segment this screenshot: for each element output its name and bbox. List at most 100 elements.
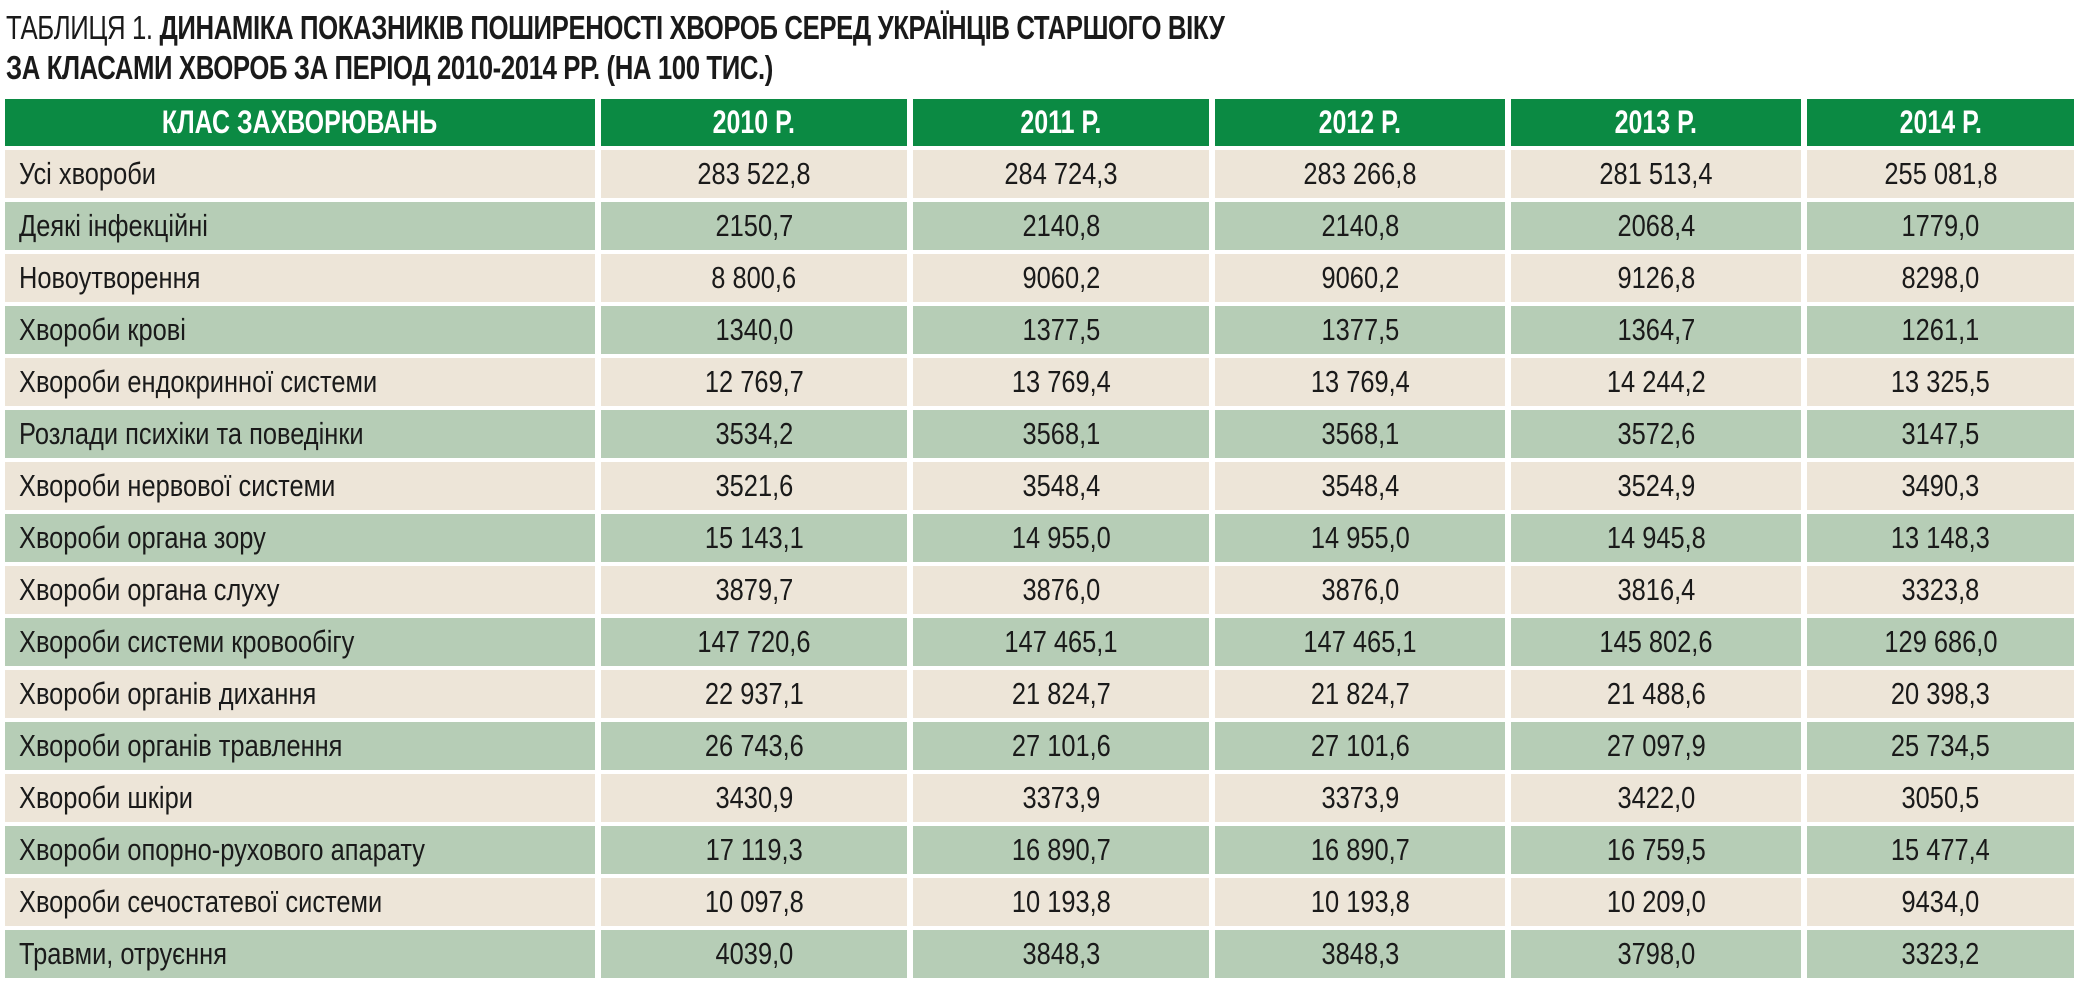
prevalence-value: 10 209,0 [1606,884,1706,919]
column-header-class: КЛАС ЗАХВОРЮВАНЬ [5,99,595,146]
value-cell: 255 081,8 [1807,150,2074,198]
prevalence-value: 1340,0 [715,312,793,347]
prevalence-value: 283 266,8 [1303,156,1417,191]
column-header-label: 2013 Р. [1614,104,1698,140]
prevalence-value: 2140,8 [1321,208,1399,243]
value-cell: 3568,1 [913,410,1209,458]
prevalence-value: 10 193,8 [1310,884,1410,919]
value-cell: 13 325,5 [1807,358,2074,406]
value-cell: 9434,0 [1807,878,2074,926]
column-header-year: 2012 Р. [1215,99,1505,146]
disease-class-label: Хвороби органа зору [19,520,266,555]
table-row: Травми, отруєння 4039,0 3848,3 3848,3 3798,0… [5,930,2074,978]
prevalence-value: 3879,7 [715,572,793,607]
prevalence-value: 1364,7 [1617,312,1695,347]
value-cell: 3147,5 [1807,410,2074,458]
value-cell: 10 097,8 [601,878,907,926]
disease-class-label: Хвороби органів травлення [19,728,343,763]
disease-class-cell: Новоутворення [5,254,595,302]
prevalence-value: 8298,0 [1901,260,1980,295]
disease-class-cell: Хвороби органів дихання [5,670,595,718]
disease-class-cell: Розлади психіки та поведінки [5,410,595,458]
value-cell: 283 522,8 [601,150,907,198]
value-cell: 10 209,0 [1511,878,1801,926]
table-header-row: КЛАС ЗАХВОРЮВАНЬ 2010 Р. 2011 Р. 2012 Р. 201… [5,99,2074,146]
prevalence-value: 3147,5 [1901,416,1980,451]
table-row: Хвороби ендокринної системи 12 769,7 13 76… [5,358,2074,406]
value-cell: 3879,7 [601,566,907,614]
table-row: Хвороби опорно-рухового апарату 17 119,3 1… [5,826,2074,874]
prevalence-value: 13 769,4 [1011,364,1111,399]
value-cell: 9060,2 [1215,254,1505,302]
value-cell: 16 759,5 [1511,826,1801,874]
value-cell: 4039,0 [601,930,907,978]
prevalence-value: 26 743,6 [704,728,804,763]
value-cell: 1377,5 [1215,306,1505,354]
disease-class-label: Хвороби опорно-рухового апарату [19,832,426,867]
prevalence-value: 15 143,1 [704,520,804,555]
disease-class-cell: Хвороби нервової системи [5,462,595,510]
prevalence-value: 3548,4 [1321,468,1399,503]
table-row: Розлади психіки та поведінки 3534,2 3568,1… [5,410,2074,458]
value-cell: 16 890,7 [1215,826,1505,874]
disease-class-label: Хвороби ендокринної системи [19,364,378,399]
disease-class-cell: Травми, отруєння [5,930,595,978]
value-cell: 2140,8 [1215,202,1505,250]
value-cell: 3876,0 [1215,566,1505,614]
value-cell: 147 720,6 [601,618,907,666]
column-header-label: 2014 Р. [1899,104,1982,140]
value-cell: 3373,9 [913,774,1209,822]
disease-class-cell: Хвороби органів травлення [5,722,595,770]
prevalence-value: 3323,8 [1901,572,1980,607]
table-row: Хвороби крові 1340,0 1377,5 1377,5 1364,7 126… [5,306,2074,354]
title-line-1: ТАБЛИЦЯ 1. ДИНАМІКА ПОКАЗНИКІВ ПОШИРЕНОС… [6,8,1621,48]
value-cell: 21 824,7 [1215,670,1505,718]
table-row: Хвороби сечостатевої системи 10 097,8 10 1… [5,878,2074,926]
prevalence-value: 1779,0 [1901,208,1980,243]
prevalence-value: 9434,0 [1901,884,1980,919]
prevalence-value: 3373,9 [1022,780,1100,815]
prevalence-value: 1377,5 [1321,312,1399,347]
value-cell: 3876,0 [913,566,1209,614]
disease-prevalence-table-container: КЛАС ЗАХВОРЮВАНЬ 2010 Р. 2011 Р. 2012 Р. 201… [5,95,2080,982]
disease-class-cell: Хвороби сечостатевої системи [5,878,595,926]
prevalence-value: 10 193,8 [1011,884,1111,919]
prevalence-value: 255 081,8 [1883,156,1998,191]
disease-class-cell: Хвороби опорно-рухового апарату [5,826,595,874]
column-header-year: 2014 Р. [1807,99,2074,146]
value-cell: 3548,4 [913,462,1209,510]
value-cell: 147 465,1 [1215,618,1505,666]
disease-class-label: Хвороби системи кровообігу [19,624,355,659]
prevalence-value: 3568,1 [1022,416,1100,451]
table-row: Хвороби органів дихання 22 937,1 21 824,7 2… [5,670,2074,718]
prevalence-value: 16 890,7 [1310,832,1410,867]
table-title: ТАБЛИЦЯ 1. ДИНАМІКА ПОКАЗНИКІВ ПОШИРЕНОС… [6,8,2076,88]
prevalence-value: 283 522,8 [697,156,811,191]
prevalence-value: 1261,1 [1901,312,1980,347]
value-cell: 17 119,3 [601,826,907,874]
column-header-year: 2013 Р. [1511,99,1801,146]
value-cell: 3816,4 [1511,566,1801,614]
disease-class-cell: Хвороби ендокринної системи [5,358,595,406]
prevalence-value: 22 937,1 [704,676,804,711]
value-cell: 9060,2 [913,254,1209,302]
table-row: Хвороби органа зору 15 143,1 14 955,0 14 95… [5,514,2074,562]
prevalence-value: 27 101,6 [1011,728,1111,763]
disease-prevalence-table: КЛАС ЗАХВОРЮВАНЬ 2010 Р. 2011 Р. 2012 Р. 201… [0,95,2080,982]
table-row: Хвороби нервової системи 3521,6 3548,4 3548… [5,462,2074,510]
prevalence-value: 3430,9 [715,780,793,815]
table-row: Хвороби органів травлення 26 743,6 27 101,… [5,722,2074,770]
disease-class-label: Хвороби органів дихання [19,676,317,711]
disease-class-cell: Деякі інфекційні [5,202,595,250]
table-number: ТАБЛИЦЯ 1. [6,9,153,46]
value-cell: 20 398,3 [1807,670,2074,718]
prevalence-value: 13 325,5 [1891,364,1990,399]
prevalence-value: 3524,9 [1617,468,1695,503]
value-cell: 1340,0 [601,306,907,354]
prevalence-value: 1377,5 [1022,312,1100,347]
value-cell: 3490,3 [1807,462,2074,510]
value-cell: 3848,3 [1215,930,1505,978]
value-cell: 8 800,6 [601,254,907,302]
disease-class-label: Хвороби органа слуху [19,572,280,607]
disease-class-label: Травми, отруєння [19,936,227,971]
